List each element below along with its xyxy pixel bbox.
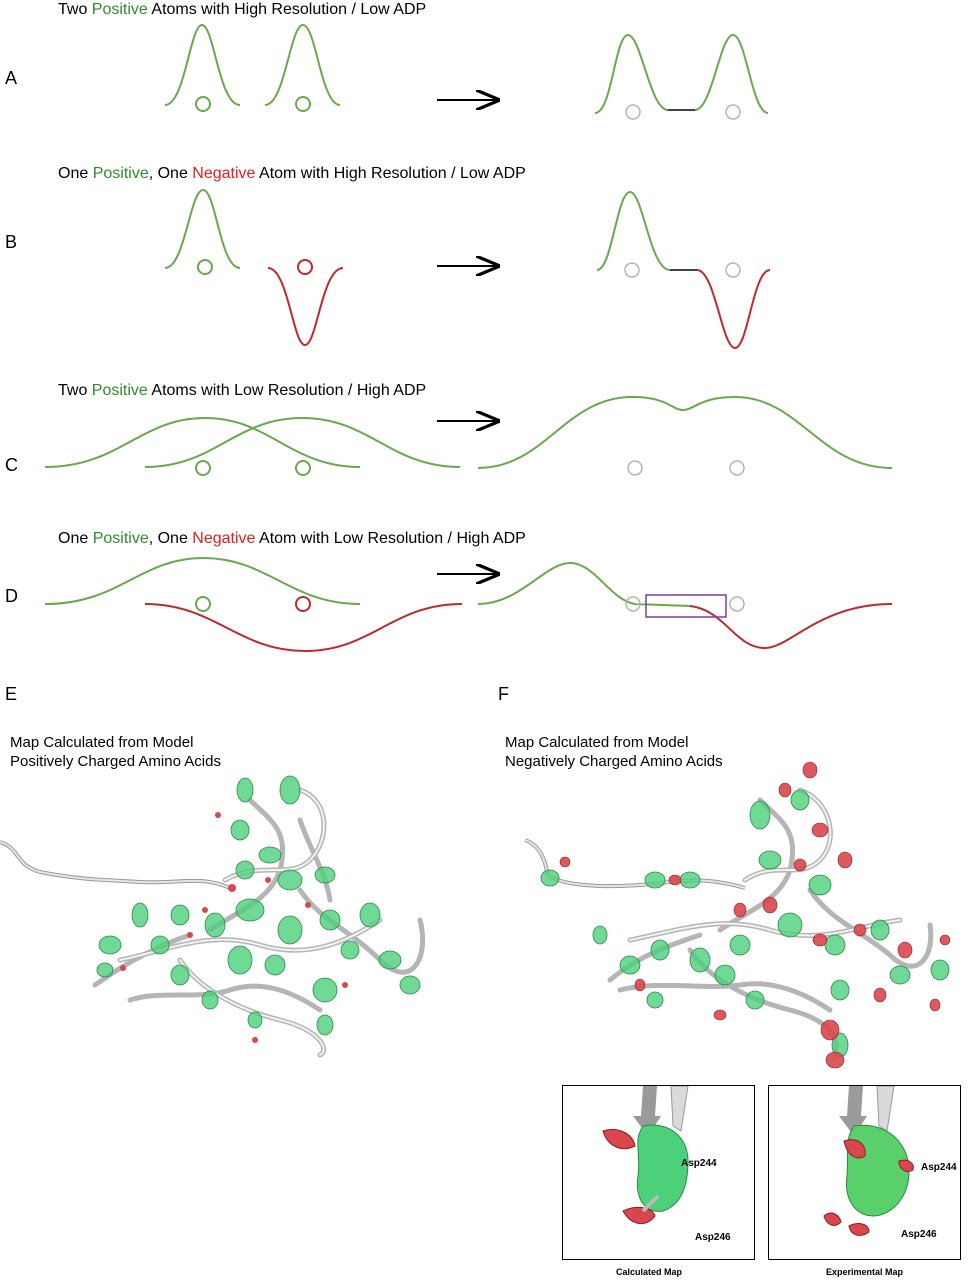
positive-atom [195, 96, 211, 112]
positive-atom [295, 460, 311, 476]
panel-b-title: One Positive, One Negative Atom with Hig… [58, 165, 526, 182]
calculated-map-inset: Asp244 Asp246 [562, 1085, 755, 1260]
atom-position [725, 104, 741, 120]
panel-a-diagram [164, 23, 769, 120]
combined-positive-curve [477, 561, 691, 607]
positive-peak-right [264, 23, 341, 106]
panel-d-diagram [44, 556, 893, 653]
panel-f-letter: F [498, 684, 509, 704]
atom-position [729, 596, 745, 612]
atom-position [624, 262, 640, 278]
combined-broad-curve [477, 395, 893, 469]
positive-atom [197, 259, 213, 275]
calculated-map-render [602, 1086, 689, 1225]
negative-atom [295, 596, 311, 612]
panel-f-caption: Map Calculated from Model Negatively Cha… [505, 734, 723, 770]
experimental-map-inset: Asp244 Asp246 [768, 1085, 961, 1260]
schematic-diagrams [44, 23, 893, 653]
panel-c-diagram [44, 395, 893, 476]
combined-negative-curve [696, 269, 771, 350]
panel-a-letter: A [5, 68, 18, 88]
combined-positive-curve [596, 190, 671, 271]
highlight-box [645, 594, 727, 618]
broad-negative-trough [144, 603, 463, 653]
positive-peak-left [164, 23, 241, 106]
negative-atom [297, 259, 313, 275]
panel-c-title: Two Positive Atoms with Low Resolution /… [58, 382, 427, 399]
panel-a-title: Two Positive Atoms with High Resolution … [58, 1, 427, 18]
panel-e-caption: Map Calculated from Model Positively Cha… [10, 734, 221, 770]
experimental-map-render [823, 1086, 914, 1236]
atom-position [625, 596, 641, 612]
residue-label-asp244: Asp244 [921, 1162, 957, 1173]
combined-positive-curve [594, 33, 769, 114]
panel-b-diagram [164, 188, 771, 350]
negative-trough [267, 267, 344, 347]
positive-atom [195, 460, 211, 476]
residue-label-asp246: Asp246 [695, 1232, 731, 1243]
atom-position [725, 262, 741, 278]
positive-atom [195, 596, 211, 612]
atom-position [627, 460, 643, 476]
broad-positive-peak [44, 556, 361, 605]
experimental-map-caption: Experimental Map [826, 1267, 904, 1277]
panel-c-letter: C [5, 455, 18, 475]
positive-peak [164, 188, 241, 269]
atom-position [625, 104, 641, 120]
residue-label-asp244: Asp244 [681, 1158, 717, 1169]
protein-structure-e [0, 775, 426, 1058]
combined-negative-curve [689, 603, 893, 650]
panel-e-letter: E [5, 684, 18, 704]
positive-atom [295, 96, 311, 112]
calculated-map-caption: Calculated Map [616, 1267, 683, 1277]
panel-d-title: One Positive, One Negative Atom with Low… [58, 530, 526, 547]
broad-positive-peak-left [44, 416, 361, 468]
panel-b-letter: B [5, 232, 18, 252]
broad-positive-peak-right [144, 416, 461, 468]
protein-structure-f [524, 761, 951, 1069]
panel-d-letter: D [5, 586, 18, 606]
atom-position [729, 460, 745, 476]
residue-label-asp246: Asp246 [901, 1229, 937, 1240]
